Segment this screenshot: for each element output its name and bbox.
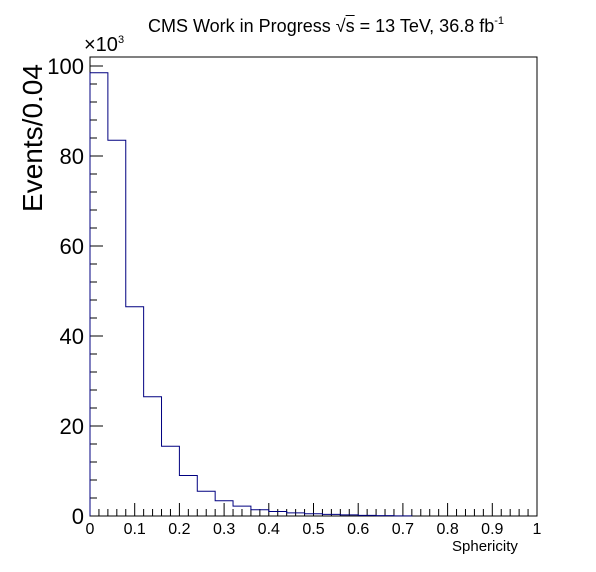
histogram-bin — [126, 307, 144, 516]
y-tick-label: 0 — [72, 504, 84, 529]
y-tick-label: 20 — [60, 414, 84, 439]
x-tick-label: 0.2 — [168, 521, 190, 538]
sqrt-argument: s — [345, 16, 355, 36]
y-tick-label: 100 — [47, 54, 84, 79]
histogram-bin — [162, 446, 180, 516]
x-tick-label: 0.5 — [302, 521, 324, 538]
plot-frame — [89, 56, 538, 517]
y-tick-label: 40 — [60, 324, 84, 349]
y-tick-label: 60 — [60, 234, 84, 259]
y-tick-label: 80 — [60, 144, 84, 169]
x-tick-label: 0.4 — [258, 521, 280, 538]
title-energy: = 13 TeV, 36.8 fb — [354, 16, 495, 36]
histogram-bin — [144, 397, 162, 516]
y-axis-multiplier: ×103 — [84, 34, 124, 57]
lumi-exponent: -1 — [494, 15, 505, 27]
histogram-bin — [90, 73, 108, 516]
x-axis-label: Sphericity — [452, 538, 518, 555]
x-tick-label: 1 — [533, 521, 542, 538]
x-tick-label: 0 — [86, 521, 95, 538]
chart-title: CMS Work in Progress √s = 13 TeV, 36.8 f… — [148, 15, 505, 37]
histogram-bin — [108, 140, 126, 516]
x-tick-label: 0.6 — [347, 521, 369, 538]
histogram-outline — [89, 72, 413, 517]
histogram-bins — [89, 72, 413, 517]
multiplier-base: ×10 — [84, 34, 118, 56]
x-tick-label: 0.8 — [436, 521, 458, 538]
y-axis-ticks: 0 20 40 60 80 100 — [47, 54, 103, 529]
x-tick-label: 0.3 — [213, 521, 235, 538]
x-axis-ticks: 0 0.1 0.2 0.3 0.4 0.5 0.6 0.7 0.8 0.9 1 — [86, 503, 542, 538]
x-tick-label: 0.1 — [124, 521, 146, 538]
title-prefix: CMS Work in Progress — [148, 16, 336, 36]
x-tick-label: 0.9 — [481, 521, 503, 538]
multiplier-exponent: 3 — [117, 34, 125, 46]
sqrt-symbol: √ — [335, 16, 346, 36]
x-tick-label: 0.7 — [392, 521, 414, 538]
